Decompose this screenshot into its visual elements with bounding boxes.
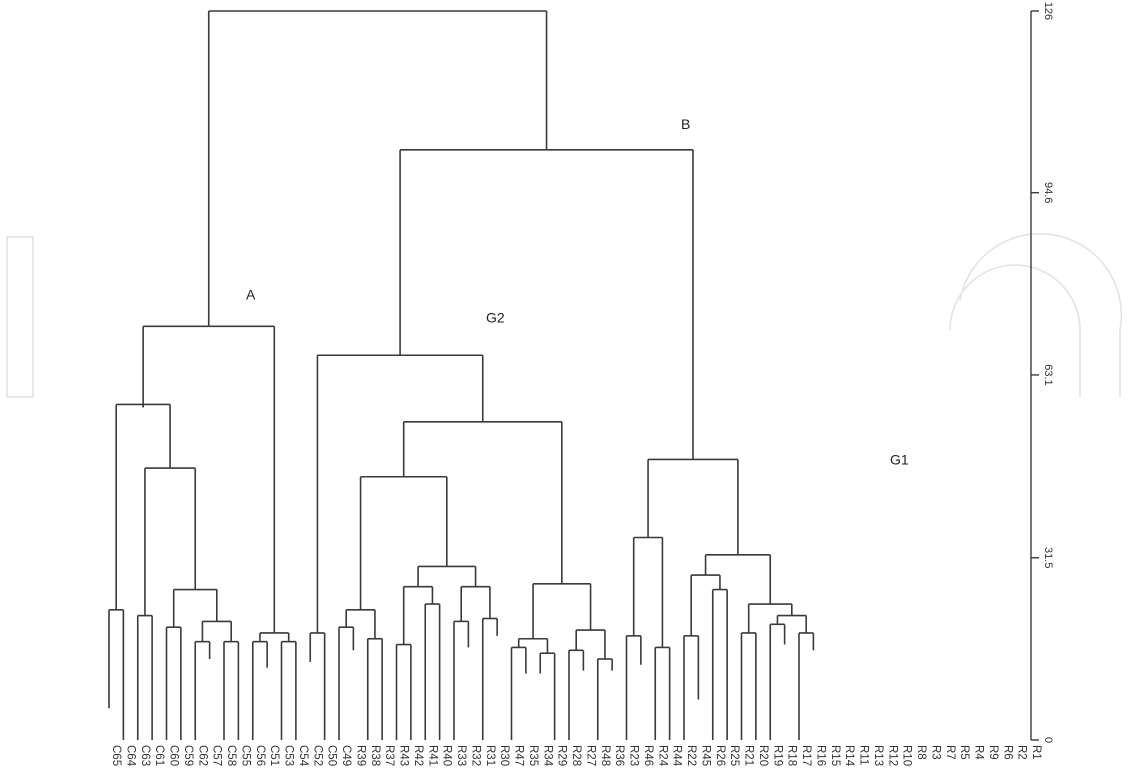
y-tick-label: 63.1 xyxy=(1042,364,1054,385)
leaf-label: R11 xyxy=(858,745,870,765)
leaf-label: R2 xyxy=(1016,745,1028,760)
leaf-label: R16 xyxy=(814,745,826,766)
leaf-label: R27 xyxy=(584,745,596,766)
leaf-label: R3 xyxy=(929,745,941,760)
y-tick-label: 94.6 xyxy=(1042,182,1054,203)
leaf-label: C63 xyxy=(139,745,151,766)
leaf-label: C58 xyxy=(225,745,237,766)
leaf-label: C61 xyxy=(153,745,165,766)
leaf-label: R5 xyxy=(958,745,970,760)
leaf-label: R9 xyxy=(987,745,999,760)
cluster-label: A xyxy=(246,287,256,303)
leaf-labels: C65 C64 C63 C61 C60 C59 C62 C57 C58 C55 C56 C51 C53 C… xyxy=(110,745,1042,767)
leaf-label: R6 xyxy=(1001,745,1013,760)
leaf-label: R46 xyxy=(642,745,654,766)
leaf-label: C53 xyxy=(283,745,295,766)
cluster-label: G1 xyxy=(890,451,909,467)
leaf-label: R19 xyxy=(771,745,783,766)
leaf-label: R33 xyxy=(455,745,467,766)
y-tick-label: 126 xyxy=(1042,2,1054,20)
leaf-label: C64 xyxy=(124,745,136,767)
leaf-label: R23 xyxy=(628,745,640,766)
leaf-label: R29 xyxy=(556,745,568,766)
leaf-label: R8 xyxy=(915,745,927,760)
leaf-label: C56 xyxy=(254,745,266,766)
leaf-label: C49 xyxy=(340,745,352,766)
leaf-label: R37 xyxy=(383,745,395,766)
leaf-label: R36 xyxy=(613,745,625,766)
leaf-label: C54 xyxy=(297,745,309,767)
leaf-label: R20 xyxy=(757,745,769,766)
leaf-label: R14 xyxy=(843,745,855,767)
leaf-label: R15 xyxy=(829,745,841,766)
leaf-label: C62 xyxy=(196,745,208,766)
leaf-label: R30 xyxy=(498,745,510,766)
height-axis: 0 31.5 63.1 94.6 126 xyxy=(1030,2,1054,743)
leaf-label: R44 xyxy=(671,745,683,767)
leaf-label: R4 xyxy=(973,745,985,760)
leaf-label: R21 xyxy=(743,745,755,766)
leaf-label: C65 xyxy=(110,745,122,766)
leaf-label: C60 xyxy=(168,745,180,766)
cluster-labels: A B G2 G1 xyxy=(246,116,909,468)
leaf-label: R17 xyxy=(800,745,812,766)
leaf-label: R24 xyxy=(656,745,668,767)
leaf-label: R43 xyxy=(398,745,410,766)
leaf-label: R47 xyxy=(513,745,525,766)
leaf-label: R26 xyxy=(714,745,726,766)
leaf-label: R7 xyxy=(944,745,956,760)
leaf-label: R22 xyxy=(685,745,697,766)
leaf-label: R34 xyxy=(541,745,553,767)
leaf-label: R13 xyxy=(872,745,884,766)
leaf-label: C59 xyxy=(182,745,194,766)
leaf-label: R32 xyxy=(469,745,481,766)
leaf-label: R25 xyxy=(728,745,740,766)
background-watermark xyxy=(6,232,1123,398)
leaf-label: C51 xyxy=(268,745,280,766)
y-tick-label: 31.5 xyxy=(1042,547,1054,568)
leaf-label: R18 xyxy=(786,745,798,766)
leaf-label: R45 xyxy=(699,745,711,766)
leaf-label: R28 xyxy=(570,745,582,766)
leaf-label: C57 xyxy=(211,745,223,766)
cluster-label: B xyxy=(681,116,690,132)
leaf-label: R35 xyxy=(527,745,539,766)
leaf-label: R10 xyxy=(901,745,913,766)
leaf-label: R1 xyxy=(1030,745,1042,760)
leaf-label: R31 xyxy=(484,745,496,766)
cluster-label: G2 xyxy=(486,310,505,326)
leaf-label: C52 xyxy=(311,745,323,766)
leaf-label: C50 xyxy=(326,745,338,766)
dendrogram-links xyxy=(108,10,815,740)
leaf-label: R39 xyxy=(354,745,366,766)
leaf-label: R41 xyxy=(426,745,438,766)
leaf-label: C55 xyxy=(239,745,251,766)
leaf-label: R38 xyxy=(369,745,381,766)
leaf-label: R48 xyxy=(599,745,611,766)
y-tick-label: 0 xyxy=(1042,737,1054,743)
leaf-label: R12 xyxy=(886,745,898,766)
leaf-label: R40 xyxy=(441,745,453,766)
leaf-label: R42 xyxy=(412,745,424,766)
